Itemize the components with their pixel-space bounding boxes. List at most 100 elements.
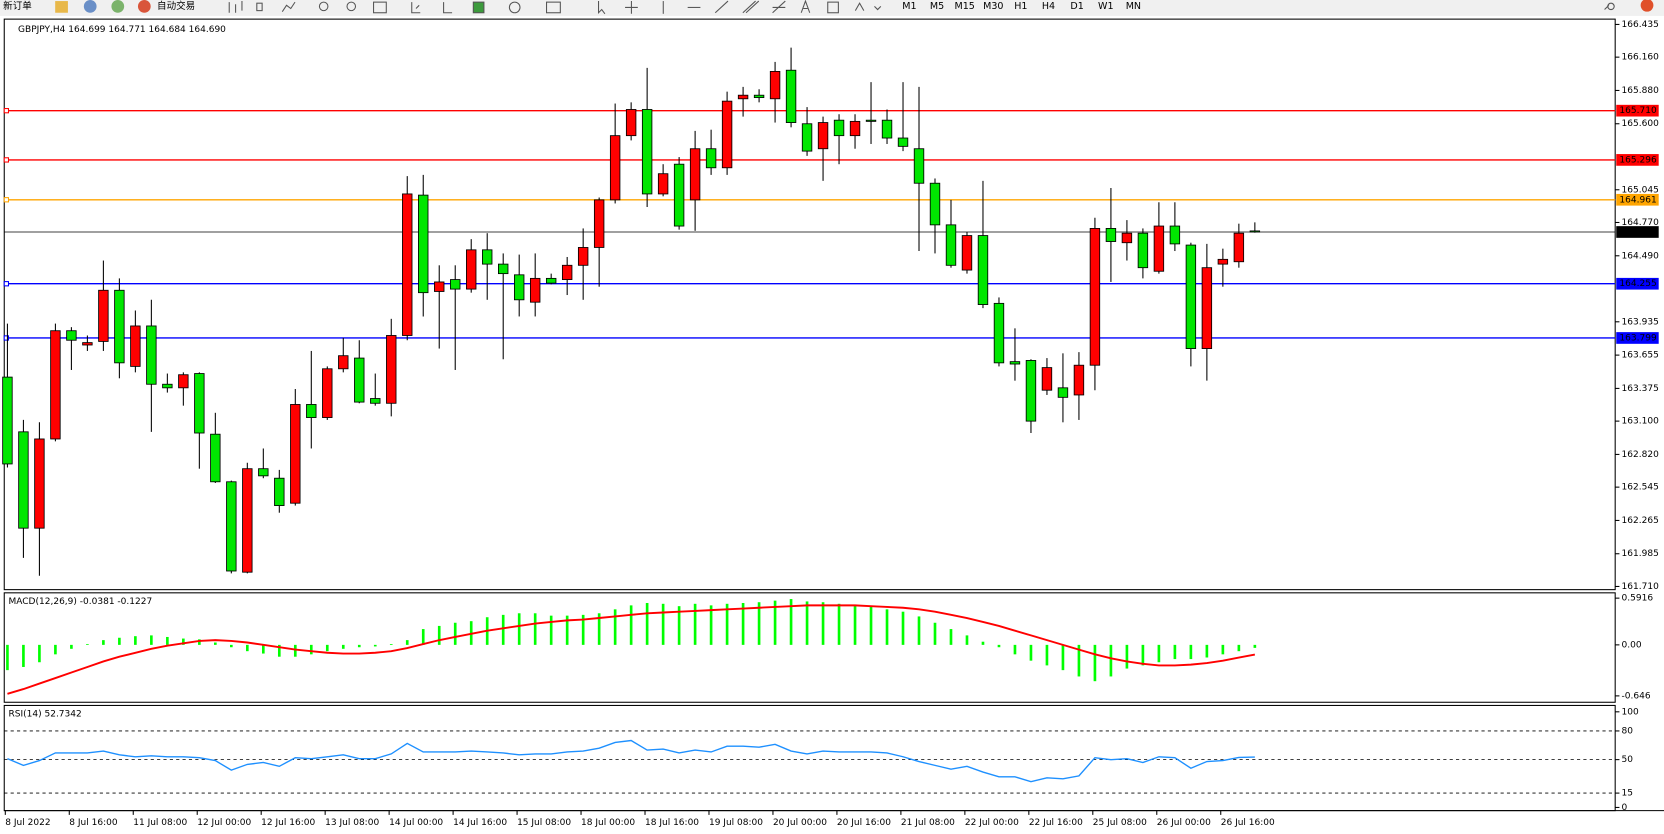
pane: 166.435 166.160 165.880 165.600 165.045 164.7… [2, 18, 1660, 592]
x-tick-label: 14 Jul 16:00 [453, 818, 507, 828]
price-level-tag [1616, 226, 1659, 238]
search-icon[interactable] [1604, 2, 1615, 11]
price-level-label: 164.255 [1619, 279, 1656, 289]
candle-body [338, 355, 349, 370]
y-tick-label: 100 [1622, 707, 1639, 717]
tile-icon[interactable] [373, 1, 387, 14]
candle-body [1233, 232, 1245, 263]
x-tick-label: 18 Jul 00:00 [581, 818, 635, 828]
candle-body [322, 368, 333, 418]
candle-body [625, 109, 637, 137]
indicators-icon[interactable] [472, 1, 485, 14]
new-order-button[interactable]: 新订单 [3, 0, 32, 12]
candle-body [210, 433, 221, 483]
candle-body [482, 249, 493, 265]
x-tick-label: 12 Jul 00:00 [197, 818, 251, 828]
price-level-tag [1616, 332, 1659, 344]
candle-body [673, 163, 685, 227]
y-tick-label: 165.600 [1622, 119, 1660, 129]
period-button[interactable]: W1 [1098, 1, 1114, 12]
x-tick-label: 8 Jul 2022 [5, 818, 50, 828]
candle-body [242, 468, 253, 573]
price-level-handle [3, 281, 10, 287]
notification-icon[interactable] [1640, 0, 1654, 12]
price-level-handle [3, 335, 10, 341]
candle-body [753, 94, 765, 99]
period-button[interactable]: M15 [954, 1, 974, 12]
candle-body [849, 120, 861, 137]
candle-body [82, 342, 93, 346]
pane-frame [3, 704, 1616, 812]
candle-body [977, 235, 989, 305]
period-button[interactable]: MN [1126, 1, 1141, 12]
candle-body [450, 279, 461, 290]
bar-chart-icon[interactable] [228, 1, 243, 13]
candle-body [1025, 360, 1037, 422]
price-level-label: 165.296 [1619, 155, 1657, 165]
shift-icon[interactable] [443, 2, 453, 14]
toolbar-icon[interactable] [111, 0, 125, 13]
period-button[interactable]: M5 [930, 1, 944, 12]
y-tick-label: 162.545 [1622, 483, 1659, 493]
cursor-icon[interactable] [598, 1, 606, 15]
x-tick-label: 25 Jul 08:00 [1093, 818, 1147, 828]
candle-body [721, 100, 733, 169]
period-button[interactable]: H1 [1014, 1, 1027, 12]
x-tick-label: 8 Jul 16:00 [69, 818, 118, 828]
zoom-in-icon[interactable] [318, 1, 329, 12]
toolbar-icons [228, 0, 1615, 15]
pane: 100 80 50 15 0 RSI(14) 52.7342 [3, 704, 1639, 813]
y-tick-label: 0.00 [1622, 640, 1642, 650]
y-tick-label: 50 [1622, 755, 1634, 765]
candle-body [402, 193, 413, 336]
candle-body [929, 182, 941, 226]
toolbar-background [0, 0, 1664, 16]
fibo-icon[interactable] [772, 0, 786, 14]
arrows-icon[interactable] [854, 2, 882, 11]
candle-body [801, 123, 813, 152]
candle-body [785, 69, 797, 123]
trendline-icon[interactable] [714, 0, 729, 14]
toolbar-icon[interactable] [83, 0, 97, 13]
auto-trading-button[interactable]: 自动交易 [157, 0, 195, 12]
zoom-out-icon[interactable] [346, 1, 357, 12]
crosshair-icon[interactable] [625, 1, 638, 14]
candle-body [50, 330, 61, 440]
toolbar-icon[interactable] [55, 1, 68, 13]
toolbar-icon[interactable] [137, 0, 151, 13]
label-icon[interactable] [827, 1, 839, 14]
y-tick-label: 162.265 [1622, 516, 1659, 526]
candle-body [1153, 225, 1165, 272]
y-tick-label: 164.490 [1622, 251, 1660, 261]
autoscroll-icon[interactable] [411, 2, 421, 14]
period-button[interactable]: M30 [983, 1, 1003, 12]
candle-body [1201, 267, 1213, 349]
x-tick-label: 21 Jul 08:00 [901, 818, 955, 828]
rsi-line [7, 739, 1255, 783]
candle-body [561, 264, 573, 281]
x-tick-label: 14 Jul 00:00 [389, 818, 443, 828]
line-chart-icon[interactable] [281, 1, 296, 12]
candle-body [1105, 228, 1117, 242]
candle-body [370, 398, 381, 404]
candle-body [881, 119, 893, 139]
candle-body [609, 135, 621, 201]
candle-body [1121, 232, 1133, 244]
text-icon[interactable] [800, 0, 811, 13]
x-tick-label: 11 Jul 08:00 [133, 818, 187, 828]
period-button[interactable]: M1 [902, 1, 916, 12]
pane-frame [3, 18, 1616, 591]
candle-body [194, 373, 205, 434]
price-level-handle [3, 157, 10, 163]
x-tick-label: 15 Jul 08:00 [517, 818, 571, 828]
channel-icon[interactable] [742, 0, 760, 14]
period-button[interactable]: D1 [1070, 1, 1083, 12]
candle-icon[interactable] [256, 2, 263, 12]
periods-icon[interactable] [508, 1, 521, 14]
candle-body [545, 277, 557, 284]
x-tick-label: 20 Jul 00:00 [773, 818, 827, 828]
templates-icon[interactable] [546, 1, 561, 14]
y-tick-label: 15 [1622, 789, 1633, 799]
period-button[interactable]: H4 [1042, 1, 1055, 12]
